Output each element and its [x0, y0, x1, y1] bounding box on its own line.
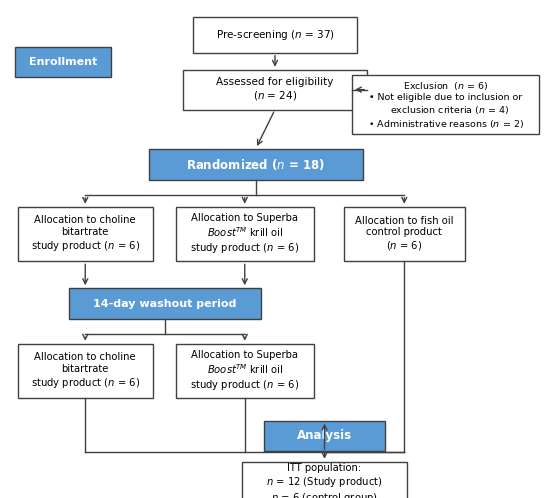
FancyBboxPatch shape: [242, 462, 407, 498]
Text: Analysis: Analysis: [297, 429, 352, 442]
FancyBboxPatch shape: [183, 70, 367, 110]
FancyBboxPatch shape: [69, 288, 261, 320]
FancyBboxPatch shape: [18, 344, 152, 398]
FancyBboxPatch shape: [18, 207, 152, 261]
Text: 14-day washout period: 14-day washout period: [94, 299, 236, 309]
Text: Enrollment: Enrollment: [29, 57, 97, 67]
Text: Allocation to Superba
$\mathit{Boost}$$^{\mathit{TM}}$ krill oil
study product (: Allocation to Superba $\mathit{Boost}$$^…: [190, 350, 299, 392]
Text: Allocation to choline
bitartrate
study product ($n$ = 6): Allocation to choline bitartrate study p…: [31, 215, 140, 253]
Text: ITT population:
$n$ = 12 (Study product)
$n$ = 6 (control group): ITT population: $n$ = 12 (Study product)…: [266, 463, 383, 498]
Text: Allocation to Superba
$\mathit{Boost}$$^{\mathit{TM}}$ krill oil
study product (: Allocation to Superba $\mathit{Boost}$$^…: [190, 213, 299, 255]
Text: Exclusion  ($n$ = 6)
• Not eligible due to inclusion or
   exclusion criteria ($: Exclusion ($n$ = 6) • Not eligible due t…: [367, 80, 524, 129]
Text: Pre-screening ($n$ = 37): Pre-screening ($n$ = 37): [216, 28, 334, 42]
FancyBboxPatch shape: [15, 47, 111, 77]
Text: Assessed for eligibility
($n$ = 24): Assessed for eligibility ($n$ = 24): [216, 77, 334, 102]
FancyBboxPatch shape: [344, 207, 465, 261]
Text: Allocation to choline
bitartrate
study product ($n$ = 6): Allocation to choline bitartrate study p…: [31, 352, 140, 390]
Text: Allocation to fish oil
control product
($n$ = 6): Allocation to fish oil control product (…: [355, 216, 454, 252]
Text: Randomized ($n$ = 18): Randomized ($n$ = 18): [186, 157, 325, 172]
FancyBboxPatch shape: [148, 148, 363, 180]
FancyBboxPatch shape: [176, 344, 314, 398]
FancyBboxPatch shape: [192, 17, 358, 53]
FancyBboxPatch shape: [352, 75, 539, 134]
FancyBboxPatch shape: [176, 207, 314, 261]
FancyBboxPatch shape: [264, 421, 385, 451]
